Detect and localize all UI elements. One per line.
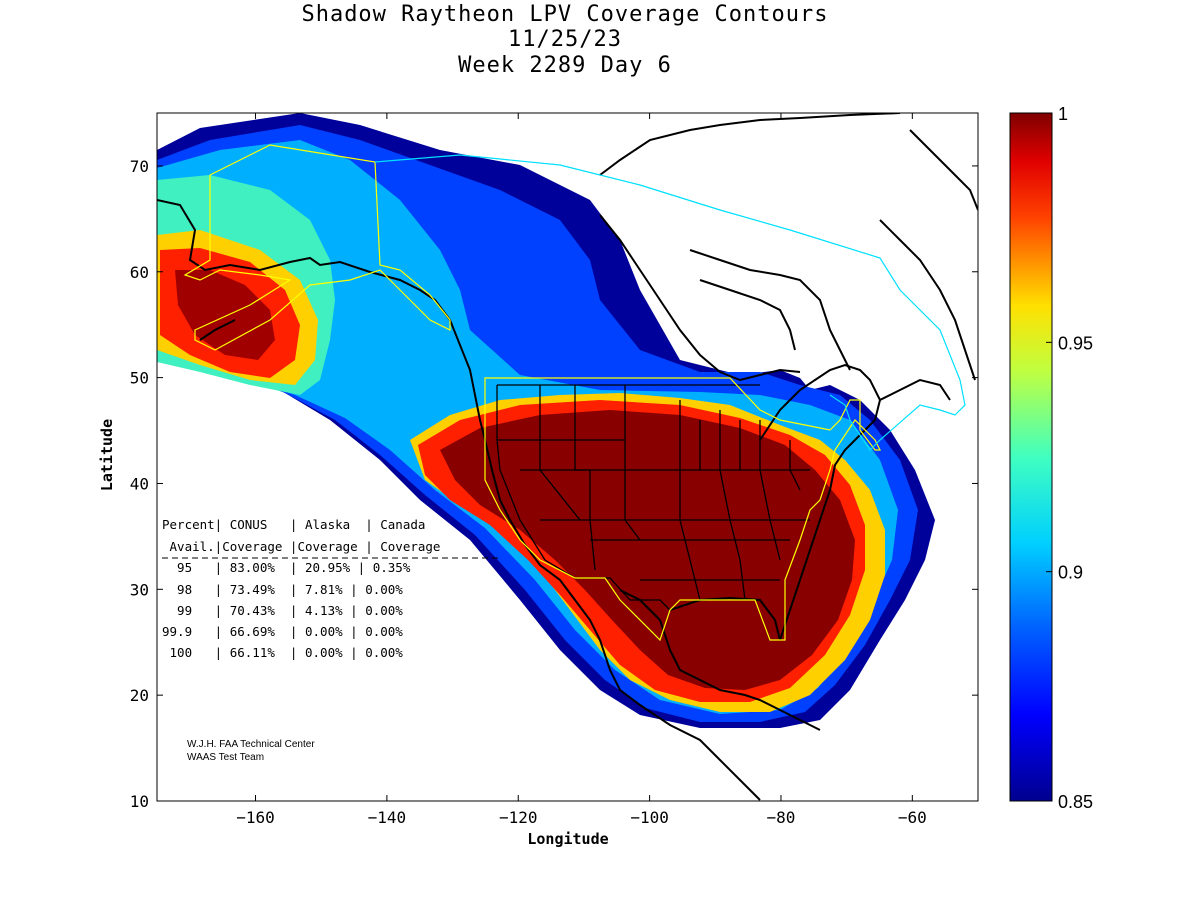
colorbar-tick-label: 0.9 xyxy=(1058,563,1083,583)
state-boundaries xyxy=(496,384,810,611)
colorbar-ticks: 1 0.95 0.9 0.85 xyxy=(1046,104,1093,812)
y-tick-label: 10 xyxy=(130,792,149,811)
y-tick-label: 60 xyxy=(130,263,149,282)
chart-title-line2: 11/25/23 xyxy=(508,27,622,52)
canada-service-boundary xyxy=(374,154,966,451)
colorbar-tick-label: 0.95 xyxy=(1058,333,1093,353)
chart-title-line3: Week 2289 Day 6 xyxy=(458,53,672,78)
conus-service-boundary xyxy=(484,377,881,642)
x-tick-label: −60 xyxy=(898,808,927,827)
table-row: 99 | 70.43% | 4.13% | 0.00% xyxy=(162,603,403,618)
alaska-service-boundary xyxy=(183,144,451,351)
colorbar-tick-label: 0.85 xyxy=(1058,792,1093,812)
y-tick-label: 40 xyxy=(130,474,149,493)
credit-line1: W.J.H. FAA Technical Center xyxy=(187,739,315,750)
table-row: 95 | 83.00% | 20.95% | 0.35% xyxy=(162,560,411,575)
y-axis-label: Latitude xyxy=(98,419,116,491)
x-tick-label: −140 xyxy=(368,808,407,827)
x-axis-ticks: −160 −140 −120 −100 −80 −60 xyxy=(236,113,927,827)
credit-line2: WAAS Test Team xyxy=(187,752,264,763)
y-axis-ticks: 10 20 30 40 50 60 70 xyxy=(130,157,978,811)
y-tick-label: 20 xyxy=(130,686,149,705)
x-tick-label: −80 xyxy=(767,808,796,827)
x-tick-label: −100 xyxy=(630,808,669,827)
table-header-line2: Avail.|Coverage |Coverage | Coverage xyxy=(162,539,440,554)
y-tick-label: 30 xyxy=(130,580,149,599)
y-tick-label: 50 xyxy=(130,369,149,388)
map-plot-area xyxy=(157,113,978,801)
coverage-table: Percent| CONUS | Alaska | Canada Avail.|… xyxy=(162,517,500,660)
coastlines xyxy=(157,113,978,801)
plot-frame xyxy=(156,112,979,802)
table-row: 99.9 | 66.69% | 0.00% | 0.00% xyxy=(162,624,403,639)
coverage-band-100-alaska xyxy=(175,270,275,360)
colorbar-tick-label: 1 xyxy=(1058,104,1068,124)
table-row: 98 | 73.49% | 7.81% | 0.00% xyxy=(162,582,403,597)
table-header-line1: Percent| CONUS | Alaska | Canada xyxy=(162,517,425,532)
x-tick-label: −120 xyxy=(499,808,538,827)
y-tick-label: 70 xyxy=(130,157,149,176)
chart-title-line1: Shadow Raytheon LPV Coverage Contours xyxy=(301,2,828,27)
coverage-band-100-conus xyxy=(440,410,855,690)
table-row: 100 | 66.11% | 0.00% | 0.00% xyxy=(162,645,403,660)
x-tick-label: −160 xyxy=(236,808,275,827)
x-axis-label: Longitude xyxy=(527,830,608,848)
colorbar-scale xyxy=(1009,112,1053,802)
